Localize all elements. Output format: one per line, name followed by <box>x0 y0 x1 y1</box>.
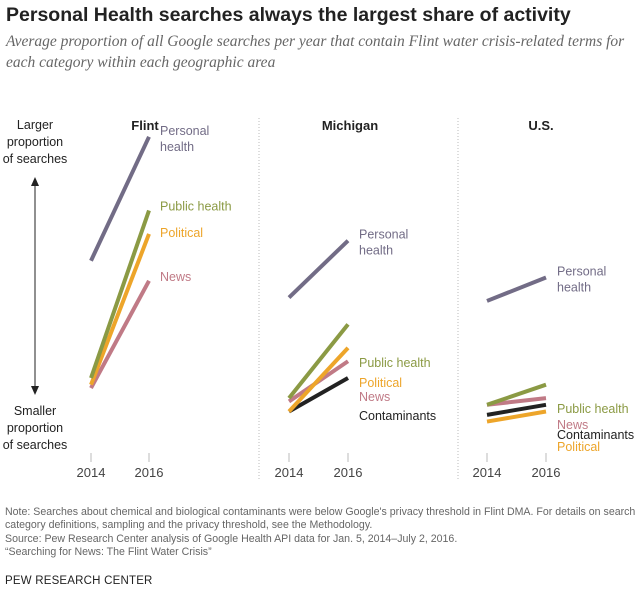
series-line-contaminants <box>288 376 349 414</box>
series-line-political <box>287 346 350 413</box>
series-label-personal-health: Personal <box>557 265 606 279</box>
axis-note-top: proportion <box>7 135 63 149</box>
axis-note-top: Larger <box>17 118 53 132</box>
series-line-personal-health <box>486 275 547 303</box>
series-line-news <box>89 279 151 390</box>
source-text: Source: Pew Research Center analysis of … <box>5 532 458 545</box>
axis-note-top: of searches <box>3 152 68 166</box>
series-label-public-health: Public health <box>160 200 232 214</box>
footnotes: Note: Searches about chemical and biolog… <box>5 506 639 560</box>
series-label-personal-health: Personal <box>359 228 408 242</box>
axis-arrow-down-icon <box>31 386 39 395</box>
panel-title-michigan: Michigan <box>322 118 378 133</box>
slope-charts: Larger proportion of searches Smaller propor… <box>3 118 634 480</box>
series-line-news <box>486 396 547 407</box>
series-label-personal-health: health <box>557 281 591 295</box>
series-label-political: Political <box>359 376 402 390</box>
axis-note-bottom: Smaller <box>14 404 56 418</box>
series-label-news: News <box>160 270 191 284</box>
panel-title-u-s: U.S. <box>528 118 553 133</box>
series-label-contaminants: Contaminants <box>359 409 436 423</box>
series-label-personal-health: Personal <box>160 124 209 138</box>
x-tick-label: 2016 <box>334 465 363 480</box>
page-title: Personal Health searches always the larg… <box>6 4 571 26</box>
series-label-news: News <box>359 390 390 404</box>
x-tick-label: 2014 <box>473 465 502 480</box>
axis-note-bottom: proportion <box>7 421 63 435</box>
series-line-contaminants <box>486 402 547 417</box>
page-subtitle: Average proportion of all Google searche… <box>6 33 625 71</box>
series-line-personal-health <box>89 135 151 262</box>
series-line-personal-health <box>287 239 350 300</box>
brand-label: PEW RESEARCH CENTER <box>5 575 153 587</box>
note-text: Note: Searches about chemical and biolog… <box>5 506 636 532</box>
series-line-public-health <box>287 323 350 400</box>
x-tick-label: 2014 <box>77 465 106 480</box>
series-label-personal-health: health <box>359 244 393 258</box>
series-label-political: Political <box>160 226 203 240</box>
x-tick-label: 2016 <box>135 465 164 480</box>
series-label-public-health: Public health <box>359 356 431 370</box>
series-line-political <box>486 409 547 424</box>
panel-title-flint: Flint <box>131 118 159 133</box>
axis-arrow-up-icon <box>31 177 39 186</box>
series-label-news: News <box>557 418 588 432</box>
series-label-personal-health: health <box>160 140 194 154</box>
series-label-political: Political <box>557 440 600 454</box>
axis-note-bottom: of searches <box>3 438 68 452</box>
series-line-public-health <box>89 209 151 379</box>
series-label-public-health: Public health <box>557 402 629 416</box>
report-title: “Searching for News: The Flint Water Cri… <box>5 546 212 559</box>
series-label-contaminants: Contaminants <box>557 428 634 442</box>
series-line-political <box>89 233 151 386</box>
series-line-public-health <box>486 382 547 407</box>
x-tick-label: 2016 <box>532 465 561 480</box>
x-tick-label: 2014 <box>275 465 304 480</box>
